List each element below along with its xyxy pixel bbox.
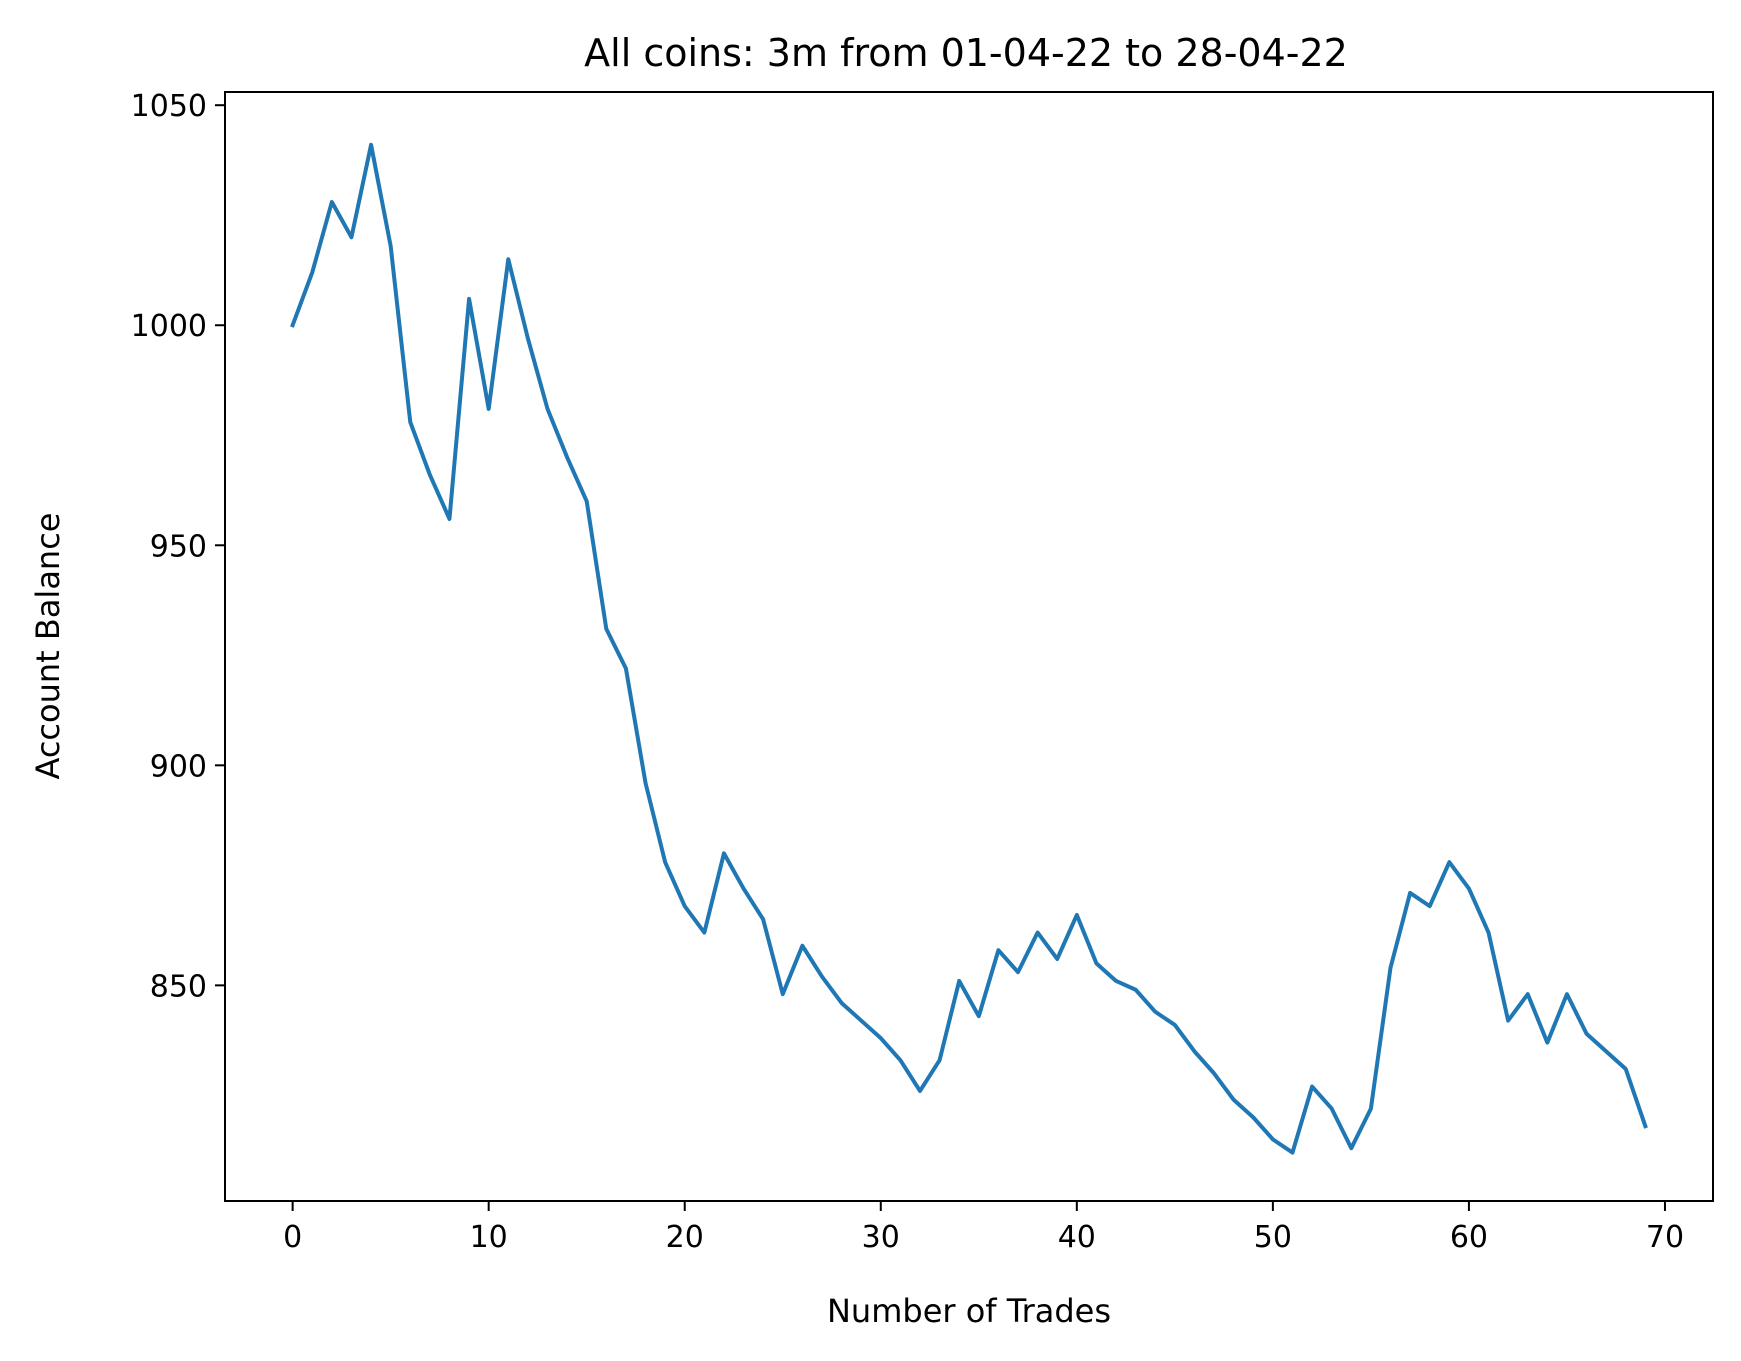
plot-area xyxy=(290,142,1648,1155)
x-axis-label: Number of Trades xyxy=(827,1292,1111,1330)
series-line xyxy=(290,142,1648,1155)
x-tick-label: 30 xyxy=(862,1220,900,1255)
y-tick-label: 900 xyxy=(150,749,207,784)
plot-frame xyxy=(224,91,1714,1202)
chart-title: All coins: 3m from 01-04-22 to 28-04-22 xyxy=(584,31,1348,75)
y-tick-label: 1050 xyxy=(131,89,207,124)
x-axis: 0 10 20 30 40 50 60 70 xyxy=(283,1201,1684,1255)
y-tick-label: 850 xyxy=(150,969,207,1004)
y-tick-label: 1000 xyxy=(131,309,207,344)
y-tick-label: 950 xyxy=(150,529,207,564)
y-axis: 850 900 950 1000 1050 xyxy=(131,89,225,1004)
x-tick-label: 70 xyxy=(1646,1220,1684,1255)
x-tick-label: 40 xyxy=(1058,1220,1096,1255)
x-tick-label: 10 xyxy=(470,1220,508,1255)
x-tick-label: 50 xyxy=(1254,1220,1292,1255)
x-tick-label: 60 xyxy=(1450,1220,1488,1255)
x-tick-label: 0 xyxy=(283,1220,302,1255)
y-axis-label: Account Balance xyxy=(29,513,67,780)
x-tick-label: 20 xyxy=(666,1220,704,1255)
